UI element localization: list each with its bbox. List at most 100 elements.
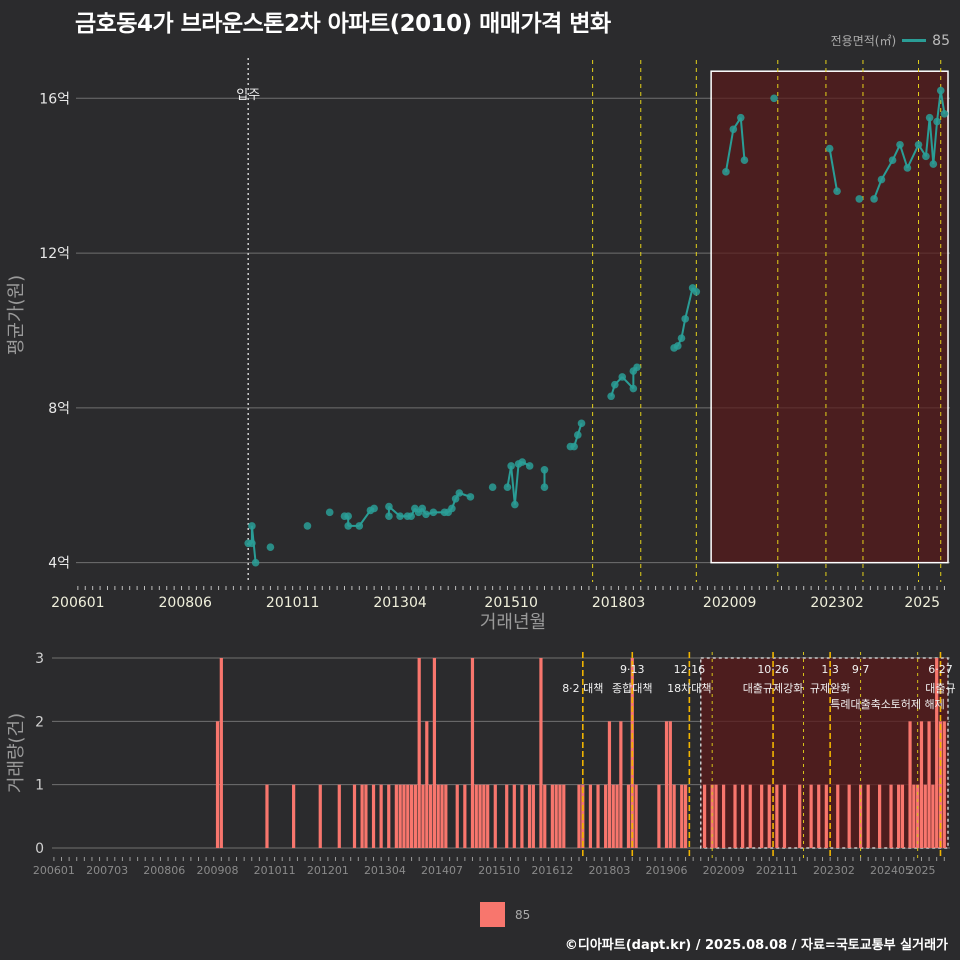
- volume-bar-13: [398, 784, 402, 848]
- volume-bar-49: [604, 784, 608, 848]
- volume-xtick-label-2: 200806: [143, 864, 185, 877]
- volume-bar-5: [337, 784, 341, 848]
- volume-bar-40: [543, 784, 547, 848]
- price-point-8: [344, 512, 352, 521]
- volume-bar-31: [482, 784, 486, 848]
- volume-bar-63: [702, 784, 707, 848]
- volume-bar-88: [916, 784, 920, 848]
- volume-ytick-label-1: 1: [35, 778, 44, 794]
- price-point-41: [577, 419, 586, 428]
- volume-bar-44: [562, 784, 566, 848]
- volume-bar-20: [425, 721, 429, 848]
- volume-bar-61: [680, 784, 684, 848]
- price-line-segment: [739, 117, 746, 161]
- volume-bar-9: [371, 784, 376, 848]
- volume-xtick-label-8: 201510: [478, 864, 520, 877]
- legend-price: 전용면적(㎡) 85: [831, 32, 950, 49]
- volume-bar-39: [539, 658, 543, 848]
- policy-text-6: 규제완화: [810, 682, 850, 695]
- price-point-62: [870, 195, 878, 203]
- policy-text-8: 토허제 해제: [891, 697, 945, 711]
- price-point-9: [344, 522, 352, 530]
- price-ytick-label-0: 4억: [48, 556, 70, 572]
- price-xtick-label-8: 2025: [904, 595, 940, 611]
- volume-xtick-label-7: 201407: [421, 864, 463, 877]
- volume-xtick-label-6: 201304: [364, 864, 406, 877]
- policy-date-7: 9·7: [852, 663, 870, 676]
- volume-bar-62: [683, 784, 688, 848]
- volume-bar-29: [474, 784, 478, 848]
- price-point-51: [681, 315, 690, 323]
- volume-bar-77: [824, 784, 828, 848]
- price-line-segment: [932, 121, 939, 165]
- price-point-27: [455, 489, 464, 497]
- volume-bar-47: [588, 784, 593, 848]
- volume-xtick-label-12: 202009: [703, 864, 745, 877]
- volume-bar-86: [908, 721, 912, 848]
- volume-bar-33: [493, 784, 497, 848]
- price-point-28: [466, 493, 475, 501]
- volume-bar-15: [406, 784, 410, 848]
- credit-line: ©디아파트(dapt.kr) / 2025.08.08 / 자료=국토교통부 실…: [564, 938, 948, 953]
- price-point-20: [418, 504, 427, 513]
- price-point-32: [511, 500, 519, 509]
- volume-bar-12: [394, 784, 398, 848]
- price-line-segment: [828, 148, 839, 192]
- price-point-17: [407, 512, 415, 521]
- price-point-14: [385, 502, 393, 511]
- volume-bar-36: [520, 784, 524, 848]
- volume-xtick-label-10: 201803: [588, 864, 630, 877]
- price-point-37: [540, 465, 549, 474]
- volume-bar-84: [897, 784, 901, 848]
- volume-bar-85: [900, 784, 905, 848]
- legend-price-swatch: [902, 39, 927, 42]
- price-xtick-label-2: 201011: [266, 595, 319, 611]
- volume-xtick-label-0: 200601: [33, 864, 75, 877]
- price-point-15: [396, 512, 404, 521]
- volume-xtick-label-4: 201011: [254, 864, 296, 877]
- policy-text-7: 특례대출축소: [830, 698, 891, 711]
- volume-xtick-label-9: 201612: [531, 864, 573, 877]
- price-point-22: [429, 508, 438, 517]
- policy-text-9: 대출규: [925, 682, 955, 695]
- volume-bar-79: [847, 784, 851, 848]
- volume-bar-66: [721, 784, 726, 848]
- legend-price-title: 전용면적(㎡): [830, 34, 897, 48]
- volume-bar-70: [760, 784, 764, 848]
- volume-bar-42: [554, 784, 558, 848]
- volume-bar-24: [440, 784, 444, 848]
- volume-bar-94: [938, 721, 943, 848]
- policy-date-1: 9·13: [620, 663, 645, 676]
- volume-bar-87: [912, 784, 916, 848]
- price-point-35: [525, 462, 534, 470]
- price-point-13: [385, 512, 393, 521]
- price-point-69: [925, 113, 934, 122]
- price-yaxis-label: 평균가(원): [6, 275, 27, 355]
- price-line-segment: [724, 129, 735, 172]
- volume-bar-22: [432, 658, 437, 848]
- price-point-4: [266, 543, 275, 551]
- volume-bar-76: [817, 784, 821, 848]
- price-point-55: [729, 125, 738, 134]
- volume-bar-75: [809, 784, 813, 848]
- price-line-segment: [928, 117, 935, 165]
- volume-bar-6: [352, 784, 357, 848]
- volume-bar-73: [782, 784, 787, 848]
- price-point-59: [825, 144, 834, 153]
- volume-bar-3: [292, 784, 296, 848]
- price-point-2: [248, 522, 256, 530]
- price-point-67: [914, 140, 923, 149]
- volume-bar-65: [714, 784, 718, 848]
- price-ytick-label-1: 8억: [48, 401, 70, 417]
- price-point-49: [674, 342, 682, 350]
- price-point-40: [574, 431, 582, 439]
- volume-bar-92: [931, 784, 935, 848]
- volume-bar-34: [505, 784, 509, 848]
- legend-volume-swatch: [480, 902, 505, 927]
- volume-bar-11: [387, 784, 391, 848]
- volume-xtick-label-13: 202111: [756, 864, 798, 877]
- price-point-70: [929, 160, 938, 168]
- volume-bar-78: [836, 784, 840, 848]
- volume-bar-10: [379, 784, 383, 848]
